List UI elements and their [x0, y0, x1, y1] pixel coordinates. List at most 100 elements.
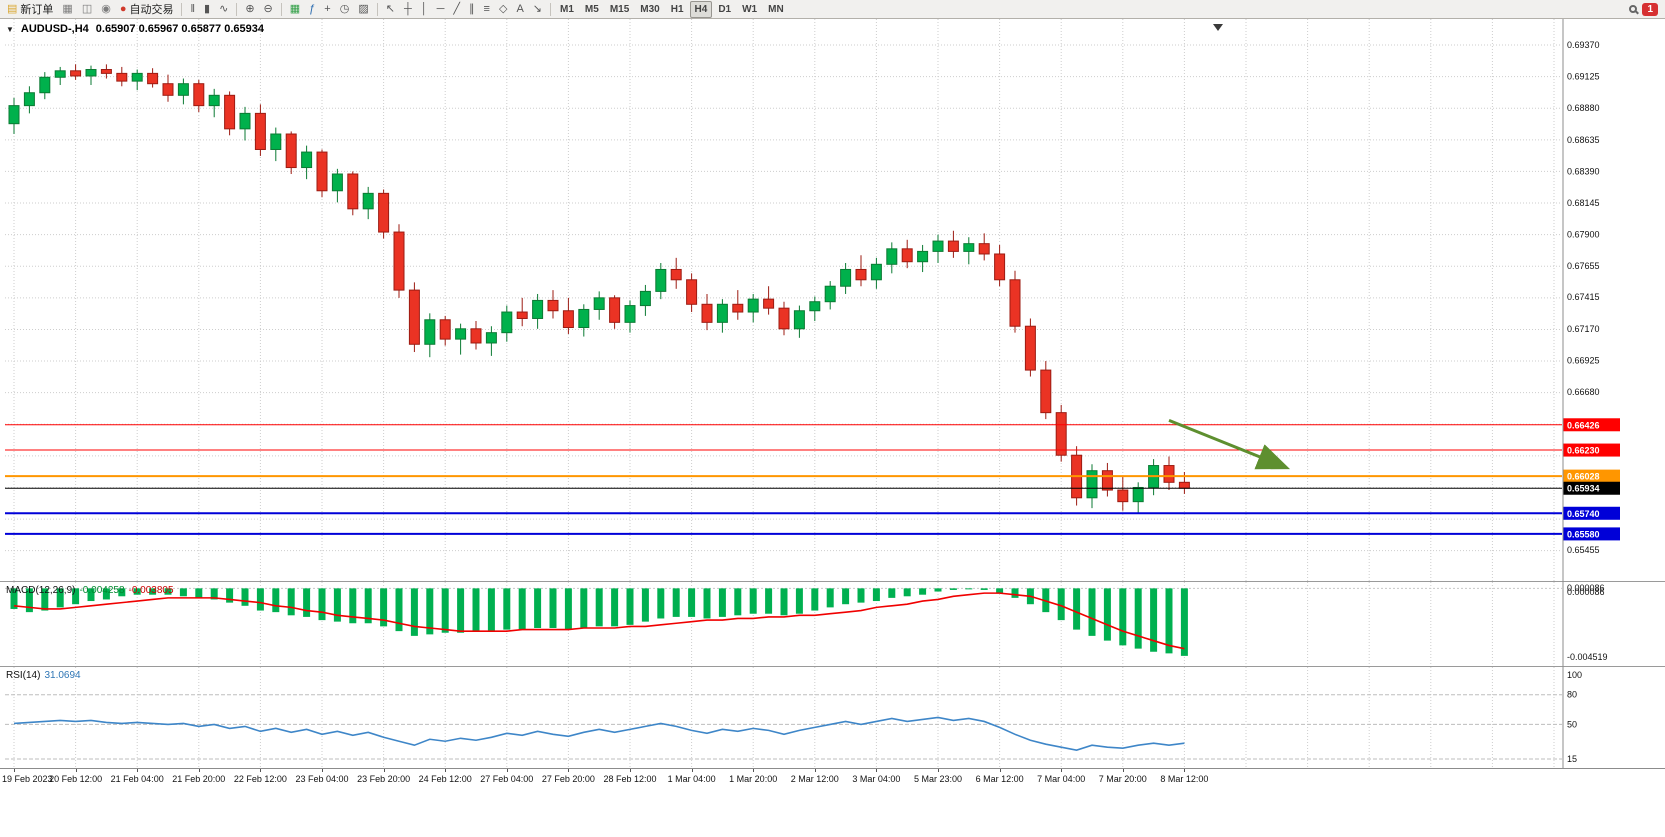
time-axis-label: 1 Mar 04:00 [667, 774, 716, 784]
toolbar-separator [181, 2, 183, 16]
time-axis-label: 1 Mar 20:00 [729, 774, 778, 784]
rsi-pane[interactable]: 100 80 50 15 [0, 666, 1665, 768]
candle-body [239, 112, 251, 130]
price-badge [1563, 481, 1620, 495]
candle-body [54, 70, 66, 78]
timeframe-d1-button[interactable]: D1 [718, 3, 732, 15]
time-axis-label: 19 Feb 2023 [2, 774, 53, 784]
macd-name: MACD(12,26,9) [6, 585, 76, 596]
time-axis-tick [630, 769, 631, 772]
one-click-trading-toggle-icon[interactable]: ▼ [6, 24, 14, 34]
indicator-function-icon: ƒ [309, 2, 316, 15]
candle-body [378, 192, 390, 233]
timeframe-m30-button[interactable]: M30 [640, 3, 660, 15]
time-axis-label: 23 Feb 20:00 [357, 774, 411, 784]
charts-grid-icon: ▦ [62, 2, 73, 15]
timeframe-h1-button[interactable]: H1 [670, 3, 684, 15]
candle-body [655, 268, 667, 292]
time-axis-label: 23 Feb 04:00 [295, 774, 349, 784]
time-axis-label: 7 Mar 04:00 [1037, 774, 1086, 784]
timeframe-mn-button[interactable]: MN [768, 3, 784, 15]
macd-indicator-label: MACD(12,26,9) -0.004258 -0.003805 [6, 585, 174, 596]
time-axis-tick [445, 769, 447, 772]
plus-icon: + [324, 2, 331, 15]
candle-body [224, 94, 236, 130]
time-axis-label: 3 Mar 04:00 [852, 774, 901, 784]
price-badge [1563, 527, 1620, 541]
shapes-icon: ◇ [498, 2, 508, 15]
text-icon: A [516, 2, 524, 15]
time-axis-tick [999, 769, 1001, 772]
rsi-axis-label: 80 [1567, 690, 1577, 700]
add-chart-button[interactable]: + [320, 1, 334, 18]
cursor-icon: ↖ [385, 2, 395, 15]
timeframe-m15-button[interactable]: M15 [609, 3, 630, 15]
print-button[interactable]: ◫ [78, 1, 96, 18]
channel-tool-button[interactable]: ∥ [465, 1, 479, 18]
vertical-line-icon: │ [420, 2, 428, 15]
candle-body [1117, 489, 1129, 503]
candle-body [147, 72, 159, 85]
price-axis-label: 0.69125 [1567, 72, 1600, 82]
timeframe-w1-button[interactable]: W1 [742, 3, 758, 15]
candle-body [732, 303, 744, 313]
chart-shift-marker[interactable] [1213, 24, 1223, 31]
time-axis-label: 5 Mar 23:00 [913, 774, 963, 784]
time-axis-tick [1184, 769, 1186, 772]
price-badge [1563, 418, 1620, 432]
trend-arrow[interactable] [1168, 418, 1291, 470]
candle-body [1024, 325, 1036, 371]
alerts-button[interactable]: ◉ [97, 1, 115, 18]
fibonacci-tool-button[interactable]: ≡ [480, 1, 494, 18]
time-axis-label: 24 Feb 12:00 [418, 774, 472, 784]
zoom-out-button[interactable]: ⊖ [260, 1, 277, 18]
zoom-out-icon: ⊖ [263, 2, 273, 15]
timeframe-m5-button[interactable]: M5 [584, 3, 599, 15]
time-axis-label: 21 Feb 20:00 [172, 774, 226, 784]
candle-body [85, 69, 97, 77]
shapes-tool-button[interactable]: ◇ [495, 1, 511, 18]
candle-body [978, 243, 990, 255]
zoom-in-button[interactable]: ⊕ [241, 1, 258, 18]
text-tool-button[interactable]: A [512, 1, 527, 18]
notification-badge[interactable]: 1 [1642, 2, 1658, 16]
candle-body [470, 328, 482, 344]
price-axis-label: 0.69370 [1567, 40, 1600, 50]
time-axis[interactable]: 19 Feb 2023 20 Feb 12:00 21 Feb 04:00 21 Fe… [0, 768, 1665, 788]
price-axis-label: 0.66680 [1567, 387, 1600, 397]
symbols-list-button[interactable]: ▦ [286, 1, 304, 18]
profile-charts-button[interactable]: ▦ [58, 1, 76, 18]
candle-body [408, 289, 420, 345]
price-pane[interactable]: 0.66426 0.66230 0.66028 0.65934 0.65740 0.655… [0, 19, 1665, 581]
candle-body [901, 248, 913, 263]
price-axis-label: 0.65455 [1567, 545, 1600, 555]
vertical-line-tool-button[interactable]: │ [417, 1, 432, 18]
new-order-button[interactable]: ▤ 新订单 [3, 1, 57, 18]
candle-body [1178, 481, 1190, 489]
price-axis-label: 0.67900 [1567, 230, 1600, 240]
macd-main-value: -0.004258 [79, 585, 125, 596]
time-axis-tick [814, 769, 816, 772]
period-button[interactable]: ◷ [336, 1, 354, 18]
candle-body [285, 133, 297, 169]
templates-button[interactable]: ▨ [354, 1, 372, 18]
timeframe-h4-button[interactable]: H4 [689, 0, 713, 18]
candlestick-chart-button[interactable]: ▮ [200, 1, 214, 18]
trendline-tool-button[interactable]: ╱ [449, 1, 464, 18]
bar-chart-button[interactable]: ‖ [186, 1, 199, 18]
horizontal-line-tool-button[interactable]: ─ [433, 1, 449, 18]
auto-trading-button[interactable]: ● 自动交易 [116, 1, 178, 18]
rsi-value: 31.0694 [44, 670, 81, 681]
line-chart-button[interactable]: ∿ [215, 1, 232, 18]
search-button[interactable] [1625, 1, 1641, 18]
time-axis-tick [14, 769, 15, 772]
crosshair-tool-button[interactable]: ┼ [400, 1, 416, 18]
timeframe-m1-button[interactable]: M1 [560, 3, 574, 15]
cursor-tool-button[interactable]: ↖ [382, 1, 399, 18]
indicators-button[interactable]: ƒ [305, 1, 319, 18]
candle-body [1086, 470, 1098, 499]
arrows-tool-button[interactable]: ↘ [529, 1, 546, 18]
candle-body [485, 332, 497, 344]
